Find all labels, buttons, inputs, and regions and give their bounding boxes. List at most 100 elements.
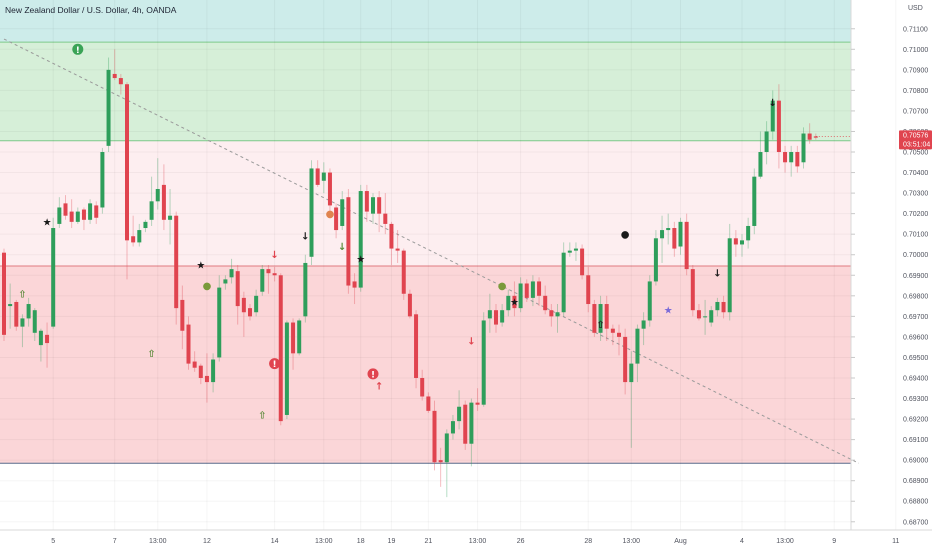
candle[interactable] [69, 199, 74, 229]
candle[interactable] [530, 275, 535, 307]
candle[interactable] [783, 145, 788, 173]
candle[interactable] [696, 304, 701, 321]
candle[interactable] [168, 188, 173, 245]
candle[interactable] [346, 188, 351, 294]
candle[interactable] [666, 213, 671, 245]
candle[interactable] [672, 221, 677, 257]
candle[interactable] [315, 160, 320, 187]
candle[interactable] [703, 299, 708, 335]
candle[interactable] [457, 390, 462, 430]
candle[interactable] [727, 223, 732, 321]
candle[interactable] [549, 304, 554, 327]
candle[interactable] [407, 289, 412, 319]
candle[interactable] [684, 213, 689, 276]
candle[interactable] [217, 275, 222, 362]
candle[interactable] [709, 306, 714, 327]
candle[interactable] [678, 217, 683, 255]
candle[interactable] [524, 279, 529, 302]
candle[interactable] [543, 285, 548, 315]
candle[interactable] [327, 168, 332, 212]
candle[interactable] [690, 265, 695, 317]
candle[interactable] [573, 242, 578, 261]
candle[interactable] [364, 184, 369, 222]
candles-layer[interactable] [2, 49, 818, 498]
candle[interactable] [383, 193, 388, 235]
candle[interactable] [715, 297, 720, 317]
candle[interactable] [789, 145, 794, 177]
candle[interactable] [518, 277, 523, 313]
candle[interactable] [137, 223, 142, 247]
candle[interactable] [321, 162, 326, 194]
candle[interactable] [272, 267, 277, 282]
candle[interactable] [63, 195, 68, 220]
candle[interactable] [475, 388, 480, 411]
candle[interactable] [192, 351, 197, 372]
candle[interactable] [586, 267, 591, 313]
candle[interactable] [414, 310, 419, 389]
candle[interactable] [721, 295, 726, 319]
candle[interactable] [389, 221, 394, 265]
candle[interactable] [51, 217, 56, 329]
candle[interactable] [598, 295, 603, 342]
candle[interactable] [100, 147, 105, 214]
candle[interactable] [770, 90, 775, 140]
candle[interactable] [580, 244, 585, 280]
candle[interactable] [377, 191, 382, 233]
candle[interactable] [38, 328, 43, 362]
candle[interactable] [131, 215, 136, 247]
candle[interactable] [629, 351, 634, 448]
candle[interactable] [371, 193, 375, 224]
candle[interactable] [186, 316, 191, 370]
candle[interactable] [795, 145, 800, 173]
candle[interactable] [334, 203, 339, 239]
candle[interactable] [752, 168, 757, 235]
candle[interactable] [340, 191, 345, 231]
candle[interactable] [469, 398, 474, 467]
candle[interactable] [444, 429, 449, 498]
candle[interactable] [635, 324, 640, 383]
candle[interactable] [512, 281, 517, 317]
candle[interactable] [284, 320, 289, 420]
candle[interactable] [161, 164, 166, 231]
candle[interactable] [450, 414, 455, 440]
candle[interactable] [223, 275, 228, 290]
candle[interactable] [813, 133, 818, 140]
candle[interactable] [241, 291, 246, 337]
candle[interactable] [352, 273, 357, 305]
candle[interactable] [260, 265, 265, 296]
candle[interactable] [420, 369, 425, 401]
candle[interactable] [764, 121, 769, 165]
candle[interactable] [506, 289, 511, 317]
candle[interactable] [254, 289, 259, 317]
candle[interactable] [125, 82, 129, 280]
candle[interactable] [297, 318, 302, 356]
candle[interactable] [291, 318, 296, 370]
candle[interactable] [278, 273, 283, 426]
candle[interactable] [740, 234, 744, 257]
candle[interactable] [561, 242, 566, 317]
candle[interactable] [567, 242, 572, 257]
candle[interactable] [426, 392, 431, 413]
candle[interactable] [155, 158, 160, 210]
candle[interactable] [801, 127, 806, 169]
candle[interactable] [266, 265, 271, 294]
candle[interactable] [180, 285, 185, 350]
candle[interactable] [174, 211, 179, 325]
candle[interactable] [358, 184, 363, 292]
candle[interactable] [610, 324, 615, 346]
candle[interactable] [248, 304, 252, 321]
candle[interactable] [81, 207, 86, 231]
candle[interactable] [592, 299, 597, 337]
candle[interactable] [746, 217, 751, 249]
candle[interactable] [660, 215, 665, 263]
candle[interactable] [395, 230, 400, 263]
candle[interactable] [198, 363, 203, 385]
candle[interactable] [45, 322, 50, 368]
candle[interactable] [758, 131, 763, 179]
candle[interactable] [463, 400, 468, 450]
candle[interactable] [94, 201, 99, 224]
candle[interactable] [32, 308, 37, 342]
candle[interactable] [623, 328, 628, 395]
candle[interactable] [204, 353, 209, 403]
